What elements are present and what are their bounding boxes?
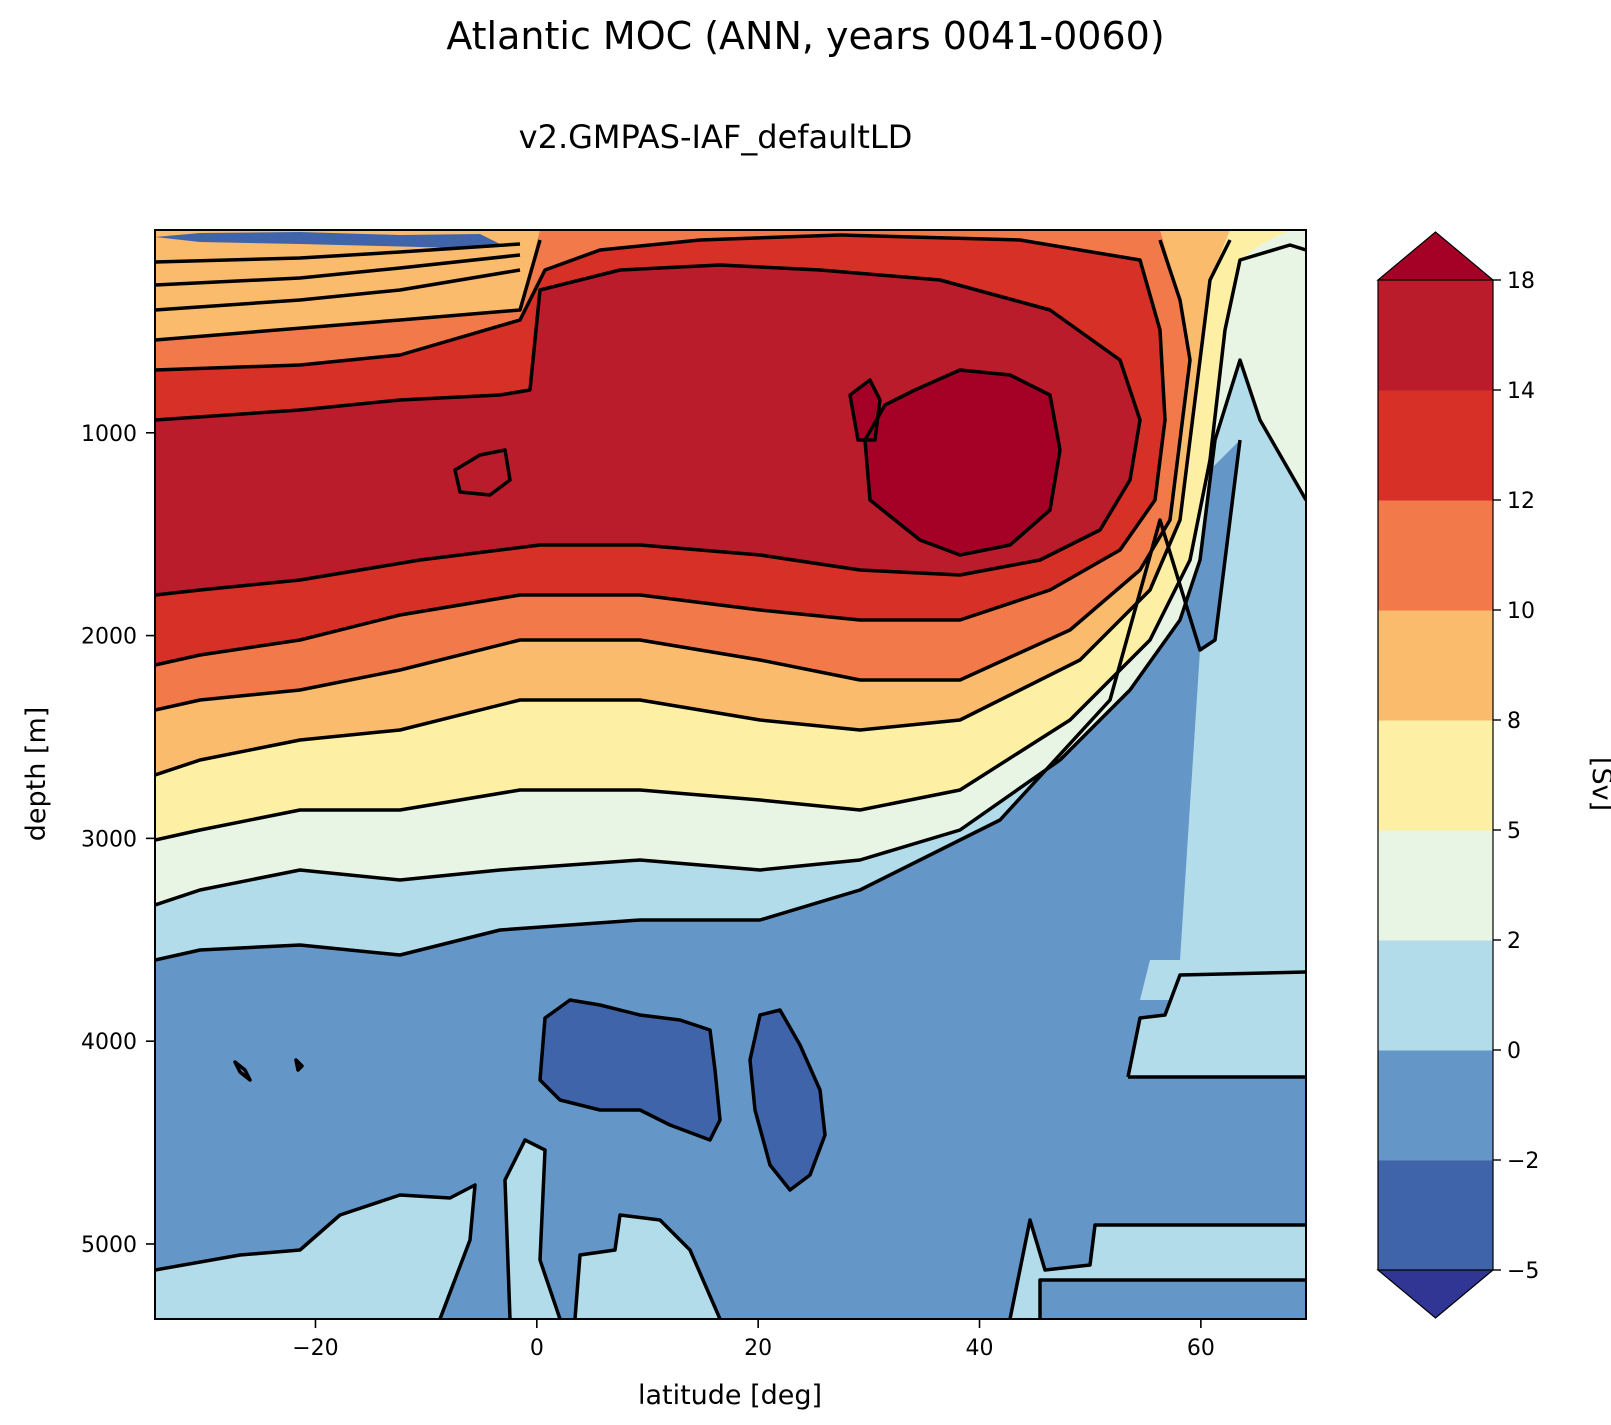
- colorbar-extend-bottom: [1376, 1269, 1495, 1319]
- colorbar-band: [1378, 610, 1493, 721]
- contour-line: [155, 439, 1242, 962]
- x-tick-label: 0: [530, 1336, 544, 1361]
- colorbar-tick-label: 18: [1507, 269, 1535, 294]
- contour-line: [155, 239, 1232, 777]
- band-over-18: [865, 370, 1060, 555]
- contour-line: [294, 1058, 304, 1072]
- chart-subtitle: v2.GMPAS-IAF_defaultLD: [518, 118, 913, 156]
- y-tick-label: 1000: [81, 422, 137, 447]
- contour-line: [1038, 1278, 1306, 1319]
- colorbar-tick-label: 0: [1507, 1039, 1521, 1064]
- y-tick-label: 2000: [81, 625, 137, 650]
- x-tick-label: 60: [1187, 1336, 1215, 1361]
- contour-line: [155, 233, 1167, 667]
- x-tick-label: −20: [292, 1336, 338, 1361]
- contour-line: [748, 1008, 827, 1192]
- band-0-2-abyssal-west: [155, 1185, 475, 1319]
- y-axis-label: depth [m]: [21, 707, 52, 842]
- contour-line: [573, 1213, 722, 1319]
- contour-line: [453, 448, 512, 497]
- colorbar-extend-top: [1376, 231, 1495, 281]
- contour-line: [1008, 1218, 1306, 1319]
- colorbar-tick-label: 12: [1507, 489, 1535, 514]
- contour-line: [1126, 970, 1306, 1078]
- x-axis-label: latitude [deg]: [638, 1380, 822, 1411]
- colorbar-tick-label: 5: [1507, 819, 1521, 844]
- colorbar-tick-label: 14: [1507, 379, 1535, 404]
- colorbar-band: [1378, 500, 1493, 611]
- contour-line: [155, 243, 1306, 842]
- y-axis: 1000 2000 3000 4000 5000: [81, 422, 155, 1258]
- contour-line: [538, 998, 722, 1142]
- contour-line: [155, 253, 521, 287]
- y-tick-label: 4000: [81, 1030, 137, 1055]
- y-tick-label: 3000: [81, 827, 137, 852]
- contour-lines: [155, 233, 1306, 1319]
- colorbar: −5 −2 0 2 5 8 10 12 14 18: [1376, 231, 1539, 1319]
- contour-line: [503, 1138, 562, 1319]
- chart-title: Atlantic MOC (ANN, years 0041-0060): [446, 14, 1165, 58]
- contour-line: [155, 1183, 477, 1319]
- colorbar-tick-label: −5: [1507, 1259, 1539, 1284]
- colorbar-band: [1378, 940, 1493, 1051]
- colorbar-band: [1378, 390, 1493, 501]
- colorbar-tick-label: 8: [1507, 709, 1521, 734]
- contour-line: [155, 239, 1192, 712]
- colorbar-band: [1378, 1050, 1493, 1161]
- band-0-2-abyssal-east: [1010, 1220, 1306, 1319]
- band-neg5-neg2-c: [155, 232, 500, 248]
- plot-frame: [154, 229, 1307, 1320]
- band-0-2-abyssal-mid: [505, 1140, 560, 1319]
- y-tick-label: 5000: [81, 1233, 137, 1258]
- contour-line: [155, 263, 1142, 597]
- contour-line: [155, 242, 521, 264]
- contour-line: [155, 233, 841, 372]
- colorbar-band: [1378, 280, 1493, 391]
- colorbar-tick-label: 2: [1507, 929, 1521, 954]
- colorbar-label: [Sv]: [1586, 757, 1611, 811]
- contour-line: [155, 358, 1306, 907]
- colorbar-band: [1378, 830, 1493, 941]
- contour-line: [155, 239, 542, 342]
- colorbar-band: [1378, 720, 1493, 831]
- contour-line: [155, 268, 521, 312]
- colorbar-tick-label: −2: [1507, 1149, 1539, 1174]
- band-neg5-neg2-b: [750, 1010, 825, 1190]
- x-tick-label: 40: [966, 1336, 994, 1361]
- x-tick-label: 20: [744, 1336, 772, 1361]
- contour-line: [233, 1060, 252, 1082]
- contour-field: [155, 230, 1306, 1319]
- band-0-2-abyssal-mid2: [575, 1215, 720, 1319]
- x-axis: −20 0 20 40 60: [292, 1319, 1215, 1361]
- contour-line: [848, 378, 882, 442]
- colorbar-band: [1378, 1160, 1493, 1271]
- colorbar-tick-label: 10: [1507, 599, 1535, 624]
